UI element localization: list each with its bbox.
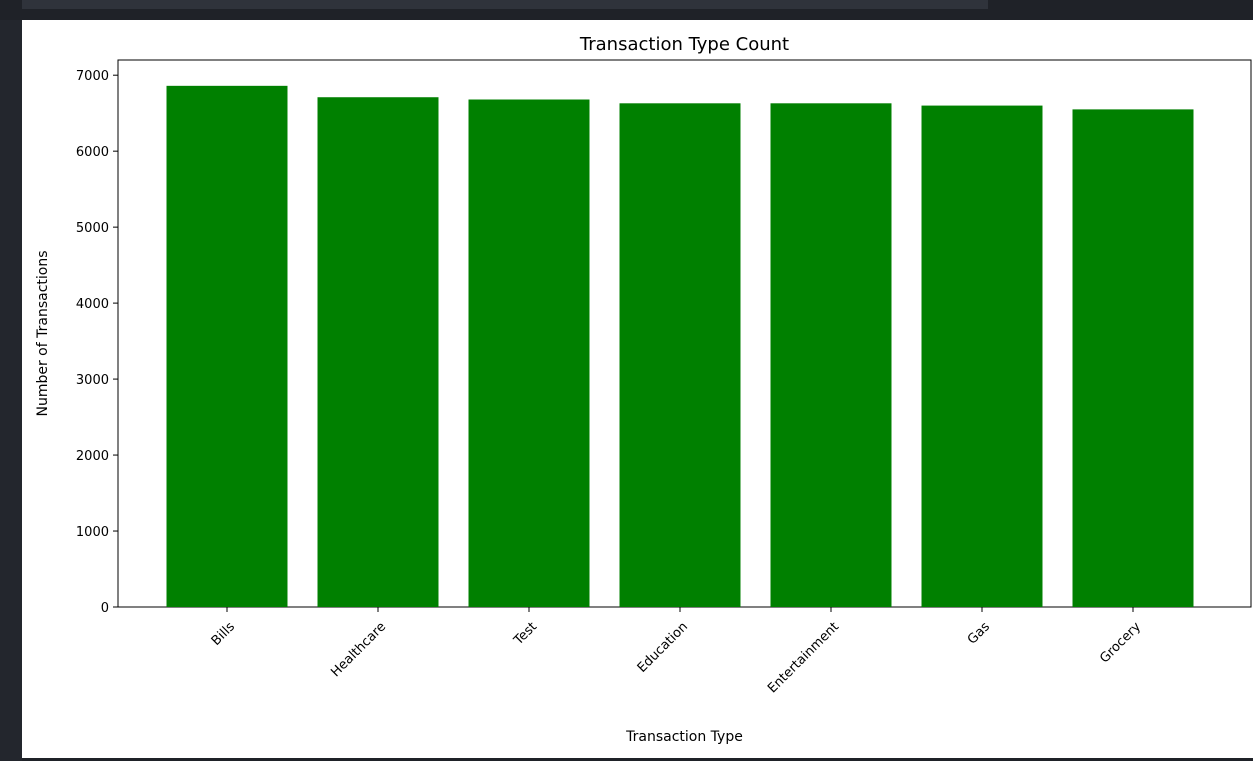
y-tick-label: 4000: [76, 297, 109, 312]
x-tick-label: Healthcare: [328, 619, 389, 680]
x-tick-label: Gas: [965, 619, 993, 647]
y-tick-label: 6000: [76, 145, 109, 160]
x-axis-ticks: Bills Healthcare Test Education Entertainmen…: [209, 607, 1144, 696]
y-tick-label: 0: [101, 601, 109, 616]
bar-bills: [166, 85, 288, 607]
chart-title: Transaction Type Count: [579, 34, 789, 55]
y-tick-label: 5000: [76, 221, 109, 236]
x-tick-label: Entertainment: [765, 619, 842, 696]
y-tick-label: 2000: [76, 449, 109, 464]
y-tick-label: 1000: [76, 525, 109, 540]
cell-bottom-border: [22, 758, 1253, 761]
bars: [166, 85, 1194, 608]
y-axis-ticks: 0 1000 2000 3000 4000 5000 6000 7000: [76, 69, 118, 616]
x-tick-label: Education: [635, 619, 691, 675]
y-axis-label: Number of Transactions: [35, 250, 51, 416]
cell-toolbar-panel: [22, 0, 988, 9]
y-tick-label: 3000: [76, 373, 109, 388]
bar-chart: 0 1000 2000 3000 4000 5000 6000 7000 Bills Healt…: [35, 34, 1252, 745]
bar-test: [468, 99, 590, 607]
bar-entertainment: [770, 103, 892, 607]
x-tick-label: Bills: [209, 619, 239, 649]
x-tick-label: Grocery: [1097, 619, 1144, 666]
bar-grocery: [1072, 109, 1194, 607]
y-tick-label: 7000: [76, 69, 109, 84]
x-tick-label: Test: [511, 619, 540, 648]
bar-healthcare: [317, 97, 439, 608]
cell-gutter: [0, 20, 22, 761]
cell-output-chart: 0 1000 2000 3000 4000 5000 6000 7000 Bills Healt…: [22, 20, 1253, 758]
notebook-toolbar-strip: [0, 0, 1253, 20]
bar-education: [619, 103, 741, 607]
x-axis-label: Transaction Type: [625, 729, 743, 745]
bar-gas: [921, 105, 1043, 607]
